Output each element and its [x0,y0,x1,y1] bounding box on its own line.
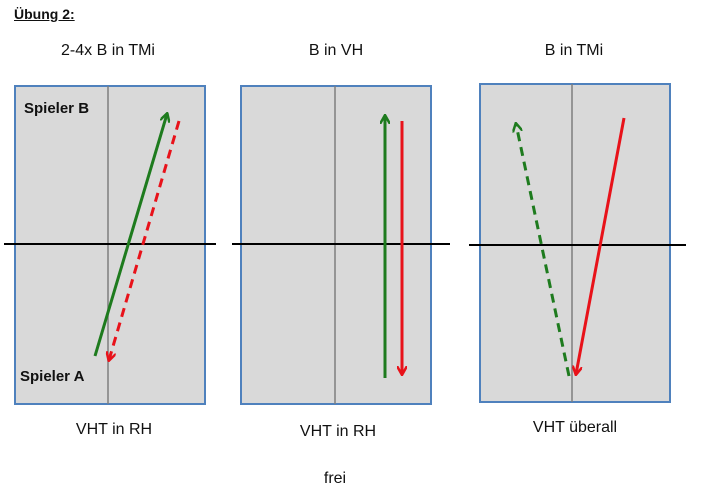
player-a-label: Spieler A [20,368,85,385]
exercise-title: Übung 2: [14,6,75,22]
panel-3-top-label: B in TMi [544,42,604,59]
panel-3-court [469,83,686,403]
panel-2-bottom-label: VHT in RH [299,423,377,440]
court-3-red-arrow [576,117,626,374]
court-1-red-dashed-arrow [109,120,181,360]
player-b-label: Spieler B [24,100,90,117]
panel-1-top-label: 2-4x B in TMi [61,42,155,59]
panel-1-court [4,85,216,405]
panel-1-bottom-label: VHT in RH [75,421,153,438]
court-1-green-arrow [93,114,167,357]
footer-label: frei [323,470,347,487]
panel-3-bottom-label: VHT überall [532,419,618,436]
panel-2-top-label: B in VH [308,42,364,59]
panel-2-court [232,85,450,405]
court-3-green-dashed-arrow [516,124,571,377]
court-3-area [479,83,671,403]
